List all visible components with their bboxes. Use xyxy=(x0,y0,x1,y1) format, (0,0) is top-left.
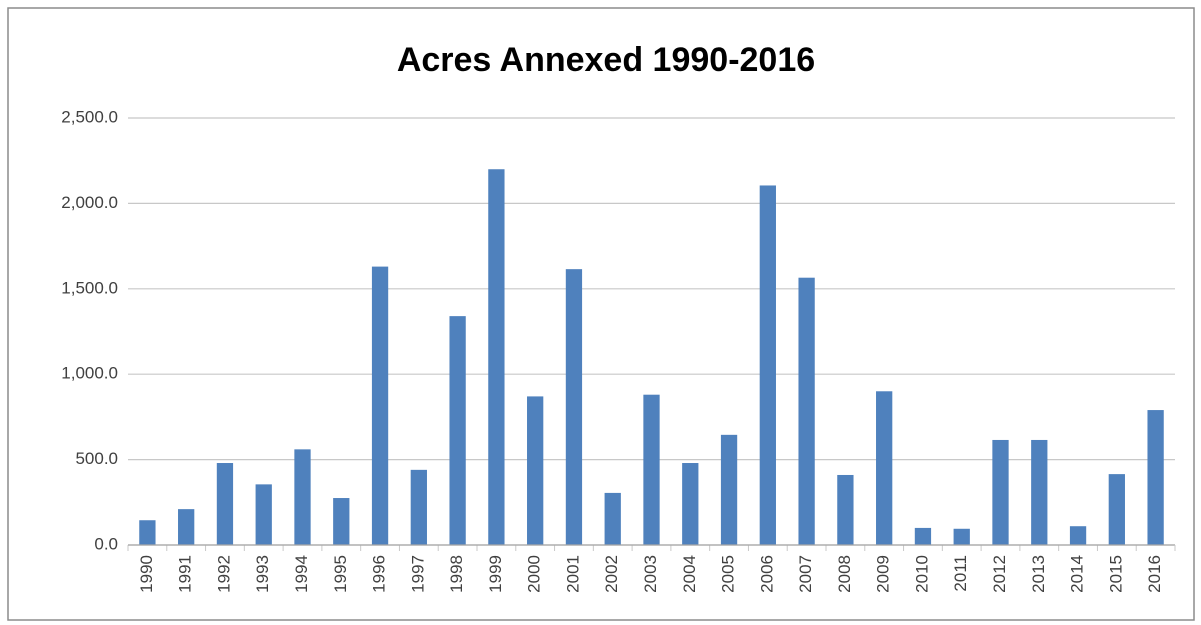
bar xyxy=(527,396,544,545)
x-tick-label: 2005 xyxy=(719,555,738,593)
y-tick-label: 500.0 xyxy=(75,449,118,468)
chart-title: Acres Annexed 1990-2016 xyxy=(397,41,815,79)
y-tick-label: 1,000.0 xyxy=(61,364,118,383)
bar xyxy=(1147,410,1164,545)
x-tick-label: 2006 xyxy=(757,555,776,593)
bar xyxy=(255,484,272,545)
y-tick-label: 1,500.0 xyxy=(61,278,118,297)
x-tick-label: 1991 xyxy=(176,555,195,593)
x-tick-label: 1990 xyxy=(137,555,156,593)
bar xyxy=(139,520,156,545)
x-tick-label: 2000 xyxy=(525,555,544,593)
x-tick-label: 1996 xyxy=(370,555,389,593)
bar xyxy=(488,169,505,546)
x-tick-label: 2001 xyxy=(563,555,582,593)
bar xyxy=(333,498,350,545)
bar xyxy=(1069,526,1087,545)
bar xyxy=(604,492,621,545)
bar xyxy=(798,277,815,545)
x-tick-label: 2014 xyxy=(1068,555,1087,593)
bar xyxy=(759,185,776,545)
x-tick-label: 2008 xyxy=(835,555,854,593)
bar xyxy=(410,469,427,545)
y-tick-label: 0.0 xyxy=(94,534,118,553)
x-tick-label: 2009 xyxy=(874,555,893,593)
x-tick-label: 2010 xyxy=(912,555,931,593)
x-tick-label: 1997 xyxy=(408,555,427,593)
x-tick-label: 1992 xyxy=(214,555,233,593)
bar xyxy=(216,463,234,545)
x-tick-label: 2011 xyxy=(951,555,970,592)
bar xyxy=(953,528,970,545)
x-tick-label: 2012 xyxy=(990,555,1009,593)
bar xyxy=(1108,474,1125,545)
bar xyxy=(837,474,854,545)
bar xyxy=(643,394,660,545)
bar xyxy=(178,509,195,545)
bar xyxy=(1031,439,1048,545)
bar xyxy=(565,269,583,545)
x-tick-label: 1993 xyxy=(253,555,272,593)
x-tick-label: 2007 xyxy=(796,555,815,593)
x-tick-label: 1994 xyxy=(292,555,311,593)
x-tick-label: 2015 xyxy=(1106,555,1125,593)
x-tick-label: 1999 xyxy=(486,555,505,593)
x-tick-label: 2013 xyxy=(1029,555,1048,593)
bar xyxy=(371,266,389,545)
bar xyxy=(992,439,1009,545)
bar xyxy=(682,463,699,545)
x-tick-label: 2002 xyxy=(602,555,621,593)
bar xyxy=(720,434,738,545)
bar xyxy=(449,316,466,545)
x-tick-label: 2003 xyxy=(641,555,660,593)
y-tick-label: 2,500.0 xyxy=(61,107,118,126)
x-tick-label: 1995 xyxy=(331,555,350,593)
x-tick-label: 2016 xyxy=(1145,555,1164,593)
bar xyxy=(876,391,893,545)
x-tick-label: 1998 xyxy=(447,555,466,593)
y-tick-label: 2,000.0 xyxy=(61,193,118,212)
bar xyxy=(914,527,932,545)
bar xyxy=(294,449,311,545)
x-tick-label: 2004 xyxy=(680,555,699,593)
